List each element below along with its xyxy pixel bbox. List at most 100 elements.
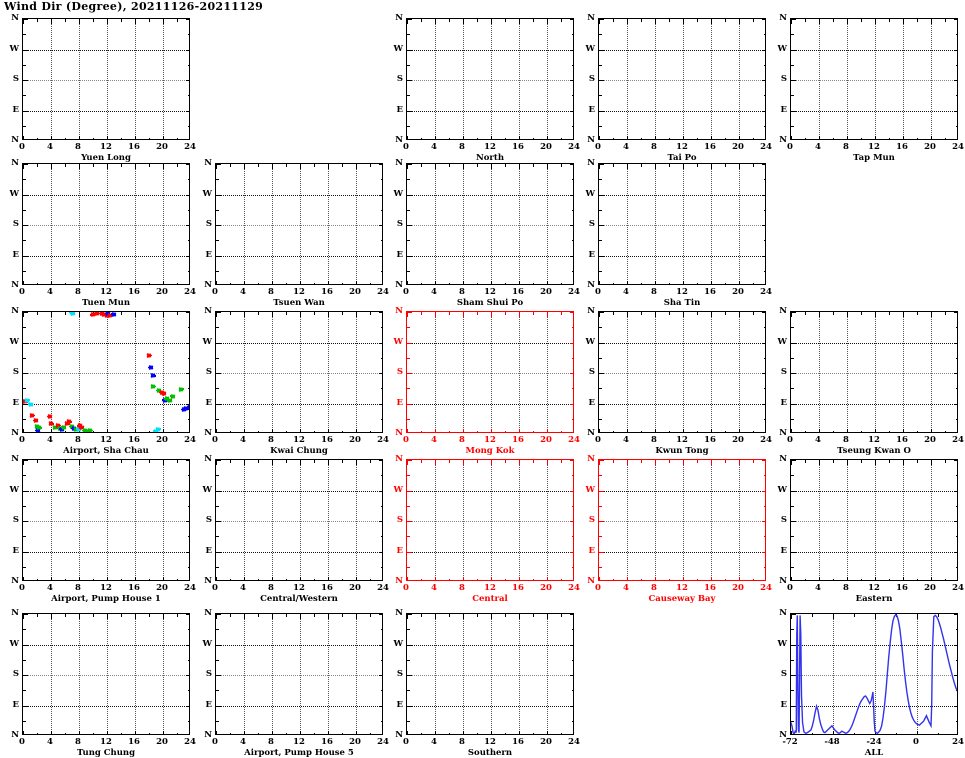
tick-x-minor xyxy=(342,614,344,617)
gridline-h xyxy=(407,675,573,676)
tick-x-minor xyxy=(449,431,451,432)
tick-x-minor xyxy=(93,283,95,284)
gridline-h xyxy=(23,225,189,226)
gridline-h xyxy=(791,490,957,492)
gridline-v xyxy=(135,312,136,432)
xtick-label: 0 xyxy=(19,583,25,593)
plot-frame xyxy=(215,613,383,735)
xtick-label: 12 xyxy=(868,583,880,593)
tick-y-major xyxy=(407,614,412,616)
gridline-v xyxy=(272,460,273,580)
tick-x-major xyxy=(328,281,330,284)
tick-x-major xyxy=(216,577,218,580)
xtick-label: 12 xyxy=(100,142,112,152)
panel-title: Eastern xyxy=(855,594,893,604)
panel-title: North xyxy=(475,153,505,163)
tick-x-major xyxy=(547,281,549,284)
tick-x-minor xyxy=(230,283,232,284)
tick-x-major xyxy=(79,614,81,619)
xtick-label: 16 xyxy=(896,142,908,152)
xtick-label: 12 xyxy=(676,583,688,593)
plot-frame xyxy=(406,613,574,735)
tick-y-major xyxy=(379,373,382,375)
tick-y-major xyxy=(216,373,221,375)
tick-y-major xyxy=(570,521,573,523)
gridline-h xyxy=(23,551,189,553)
tick-y-minor xyxy=(956,690,957,692)
plot-frame xyxy=(598,459,766,581)
gridline-v xyxy=(328,460,329,580)
tick-y-major xyxy=(570,403,573,405)
tick-x-major xyxy=(244,577,246,580)
tick-x-minor xyxy=(753,579,755,580)
gridline-h xyxy=(23,373,189,374)
tick-y-major xyxy=(216,194,221,196)
tick-x-minor xyxy=(889,460,891,463)
ytick-label: E xyxy=(780,699,787,710)
panel-title: Sham Shui Po xyxy=(456,298,524,308)
gridline-v xyxy=(163,614,164,734)
tick-y-major xyxy=(570,19,573,21)
tick-x-major xyxy=(655,577,657,580)
tick-y-major xyxy=(791,705,796,707)
ytick-label: E xyxy=(12,249,19,260)
data-point xyxy=(24,398,30,403)
tick-x-minor xyxy=(421,579,423,580)
xtick-label: 8 xyxy=(459,142,465,152)
tick-x-major xyxy=(107,614,109,619)
tick-y-major xyxy=(407,164,412,166)
tick-x-minor xyxy=(449,312,451,315)
gridline-v xyxy=(491,164,492,284)
panel-title: Tap Mun xyxy=(853,153,895,163)
ytick-label: N xyxy=(395,280,403,290)
tick-y-major xyxy=(791,460,796,462)
tick-x-major xyxy=(51,614,53,619)
tick-y-minor xyxy=(381,357,382,359)
tick-x-major xyxy=(875,19,877,24)
tick-x-minor xyxy=(421,460,423,463)
tick-x-major xyxy=(519,164,521,169)
tick-y-minor xyxy=(956,125,957,127)
tick-x-major xyxy=(163,19,165,24)
tick-y-minor xyxy=(791,505,794,507)
tick-y-minor xyxy=(23,179,26,181)
tick-x-major xyxy=(163,281,165,284)
xtick-label: 20 xyxy=(349,287,361,297)
xtick-label: 24 xyxy=(952,142,964,152)
tick-x-minor xyxy=(149,138,151,139)
ytick-label: S xyxy=(780,74,787,84)
tick-x-minor xyxy=(230,460,232,463)
tick-x-major xyxy=(491,19,493,24)
tick-x-minor xyxy=(805,19,807,22)
xtick-label: 12 xyxy=(868,142,880,152)
tick-y-minor xyxy=(599,64,602,66)
gridline-h xyxy=(407,403,573,405)
xtick-label: 8 xyxy=(268,737,274,747)
tick-x-major xyxy=(23,614,25,619)
tick-y-minor xyxy=(188,629,189,631)
xtick-label: 12 xyxy=(100,287,112,297)
tick-x-major xyxy=(51,429,53,432)
tick-y-major xyxy=(762,194,765,196)
tick-x-minor xyxy=(65,283,67,284)
tick-x-major xyxy=(833,614,835,619)
tick-x-minor xyxy=(533,312,535,315)
data-point xyxy=(150,384,156,389)
tick-y-major xyxy=(570,49,573,51)
tick-x-minor xyxy=(833,312,835,315)
tick-y-minor xyxy=(791,690,794,692)
panel-title: Yuen Long xyxy=(81,153,131,163)
panel-kwai-chung: N W S E N 0 4 8 12 16 20 24 Kwai Chung xyxy=(202,307,388,456)
ytick-label: E xyxy=(780,104,787,115)
tick-x-major xyxy=(931,460,933,465)
gridline-h xyxy=(216,644,382,646)
tick-y-major xyxy=(379,614,382,616)
tick-y-major xyxy=(791,342,796,344)
data-point xyxy=(35,428,41,432)
gridline-v xyxy=(135,19,136,139)
tick-x-minor xyxy=(258,312,260,315)
tick-y-major xyxy=(216,490,221,492)
tick-x-major xyxy=(328,460,330,465)
gridline-h xyxy=(407,490,573,492)
ytick-label: W xyxy=(393,43,403,54)
